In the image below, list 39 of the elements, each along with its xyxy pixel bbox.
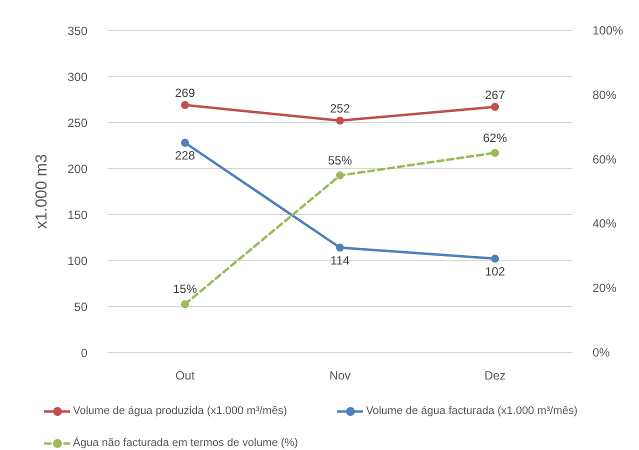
point xyxy=(181,300,189,308)
data-label: 114 xyxy=(330,254,350,268)
x-tick-label: Nov xyxy=(329,368,351,382)
point xyxy=(491,148,499,157)
y2-tick-label: 40% xyxy=(592,216,617,231)
y-axis-title: x1.000 m3 xyxy=(33,154,50,229)
y-tick-label: 50 xyxy=(74,300,88,314)
legend-label: Volume de água facturada (x1.000 m³/mês) xyxy=(366,405,579,417)
y2-tick-label: 20% xyxy=(592,281,617,296)
legend-label: Água não facturada em termos de volume (%) xyxy=(73,437,300,449)
data-label: 252 xyxy=(330,102,350,116)
y-tick-label: 0 xyxy=(80,346,88,360)
point xyxy=(336,171,344,180)
point xyxy=(491,102,499,111)
y-tick-label: 100 xyxy=(67,254,88,268)
data-label: 102 xyxy=(484,264,506,279)
point xyxy=(491,254,499,263)
y-tick-label: 200 xyxy=(67,162,88,176)
point xyxy=(336,116,344,125)
point xyxy=(336,244,344,252)
data-label: 15% xyxy=(172,282,198,296)
data-label: 228 xyxy=(174,148,196,163)
point xyxy=(181,138,189,147)
data-label: 267 xyxy=(484,88,506,102)
x-tick-label: Dez xyxy=(484,368,506,382)
y2-tick-label: 60% xyxy=(592,152,617,166)
data-label: 55% xyxy=(328,153,352,168)
data-label: 62% xyxy=(482,130,508,145)
y-tick-label: 300 xyxy=(67,70,88,84)
y2-tick-label: 100% xyxy=(592,24,624,38)
y-tick-label: 250 xyxy=(67,116,88,130)
y2-tick-label: 80% xyxy=(592,88,617,102)
x-tick-label: Out xyxy=(175,368,196,382)
y-tick-label: 150 xyxy=(67,208,88,222)
data-label: 269 xyxy=(174,86,196,100)
point xyxy=(181,101,189,110)
y2-tick-label: 0% xyxy=(592,346,610,360)
legend-label: Volume de água produzida (x1.000 m³/mês) xyxy=(73,405,288,417)
y-tick-label: 350 xyxy=(67,24,88,38)
